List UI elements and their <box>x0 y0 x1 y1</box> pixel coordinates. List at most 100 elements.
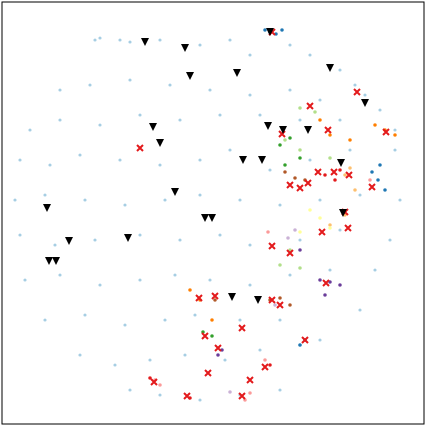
x-marker <box>239 393 245 399</box>
point <box>313 110 317 114</box>
x-marker <box>331 169 337 175</box>
point <box>353 83 356 86</box>
series <box>153 178 372 402</box>
point <box>118 38 121 41</box>
point <box>53 243 56 246</box>
point <box>78 353 81 356</box>
point <box>393 148 396 151</box>
point <box>278 263 282 267</box>
point <box>183 353 186 356</box>
point <box>328 156 332 160</box>
point <box>43 193 46 196</box>
point <box>298 118 301 121</box>
point <box>238 318 241 321</box>
x-marker <box>196 295 202 301</box>
point <box>308 208 312 212</box>
point <box>338 283 342 287</box>
triangle-marker <box>141 38 149 46</box>
point <box>328 226 332 230</box>
x-marker <box>287 182 293 188</box>
x-marker <box>137 145 143 151</box>
point <box>158 383 162 387</box>
x-marker <box>247 377 253 383</box>
point <box>273 303 277 307</box>
point <box>58 273 61 276</box>
triangle-marker <box>326 64 334 72</box>
x-marker <box>215 345 221 351</box>
point <box>138 113 141 116</box>
point <box>263 28 267 32</box>
point <box>98 283 101 286</box>
x-marker <box>325 127 331 133</box>
point <box>248 391 252 395</box>
point <box>23 278 26 281</box>
series <box>213 170 307 307</box>
point <box>328 133 332 137</box>
point <box>318 118 322 122</box>
point <box>333 178 337 182</box>
point <box>373 123 377 127</box>
point <box>218 233 221 236</box>
point <box>298 156 302 160</box>
point <box>318 98 321 101</box>
point <box>338 118 341 121</box>
point <box>258 348 261 351</box>
x-marker <box>383 129 389 135</box>
triangle-marker <box>208 214 216 222</box>
point <box>298 343 301 346</box>
point <box>288 43 291 46</box>
point <box>328 268 331 271</box>
triangle-marker <box>228 293 236 301</box>
x-marker <box>205 370 211 376</box>
point <box>358 308 361 311</box>
series <box>263 28 387 347</box>
point <box>198 398 201 401</box>
x-marker <box>262 364 268 370</box>
point <box>88 83 91 86</box>
point <box>123 323 126 326</box>
x-marker <box>269 297 275 303</box>
point <box>318 216 322 220</box>
point <box>18 233 21 236</box>
point <box>298 106 302 110</box>
point <box>348 138 352 142</box>
point <box>248 93 251 96</box>
point <box>13 198 16 201</box>
point <box>343 173 347 177</box>
point <box>18 158 21 161</box>
point <box>363 93 366 96</box>
point <box>248 53 251 56</box>
point <box>58 88 61 91</box>
series <box>13 36 401 401</box>
x-marker <box>346 172 352 178</box>
triangle-marker <box>124 234 132 242</box>
triangle-marker <box>233 69 241 77</box>
x-marker <box>269 243 275 249</box>
point <box>228 390 232 394</box>
point <box>128 388 131 391</box>
triangle-marker <box>156 139 164 147</box>
point <box>368 178 372 182</box>
x-marker <box>305 180 311 186</box>
x-marker <box>297 185 303 191</box>
point <box>268 363 272 367</box>
point <box>228 38 231 41</box>
point <box>93 38 96 41</box>
point <box>98 123 101 126</box>
triangle-marker <box>266 28 274 36</box>
triangle-marker <box>181 44 189 52</box>
point <box>216 353 220 357</box>
point <box>148 358 151 361</box>
triangle-marker <box>339 209 347 217</box>
point <box>58 118 61 121</box>
x-marker <box>315 169 321 175</box>
point <box>278 296 282 300</box>
point <box>353 188 357 192</box>
point <box>280 28 284 32</box>
x-marker <box>369 184 375 190</box>
point <box>193 313 196 316</box>
point <box>323 173 327 177</box>
point <box>288 303 292 307</box>
triangle-marker <box>171 188 179 196</box>
point <box>278 388 281 391</box>
